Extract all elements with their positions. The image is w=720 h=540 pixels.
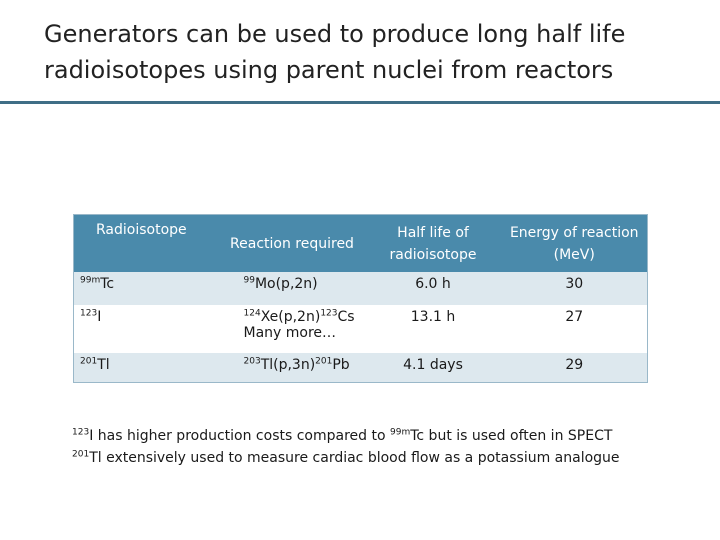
note-text: Tc but is used often in SPECT [410, 428, 613, 444]
reaction-text: Mo(p,2n) [254, 276, 318, 292]
title-divider [0, 101, 720, 104]
mass-number: 99m [390, 427, 411, 438]
table-row: 99mTc 99Mo(p,2n) 6.0 h 30 [73, 272, 648, 305]
energy-cell: 29 [501, 353, 648, 383]
mass-number: 124 [243, 308, 261, 319]
element-symbol: Tl [97, 357, 110, 373]
header-energy: Energy of reaction (MeV) [501, 214, 648, 272]
radioisotope-table: Radioisotope Reaction required Half life… [73, 214, 648, 383]
mass-number: 201 [72, 449, 90, 460]
reaction-text: Xe(p,2n) [260, 309, 321, 325]
energy-cell: 27 [501, 305, 648, 353]
energy-cell: 30 [501, 272, 648, 305]
isotope-cell: 201Tl [73, 353, 220, 383]
table-header-row: Radioisotope Reaction required Half life… [73, 214, 648, 272]
note-line-2: 201Tl extensively used to measure cardia… [72, 447, 712, 469]
mass-number: 99 [243, 275, 255, 286]
note-line-1: 123I has higher production costs compare… [72, 425, 712, 447]
reaction-cell: 99Mo(p,2n) [219, 272, 365, 305]
mass-number: 99m [80, 275, 101, 286]
reaction-cell: 203Tl(p,3n)201Pb [219, 353, 365, 383]
half-life-cell: 4.1 days [364, 353, 502, 383]
reaction-product: Pb [332, 357, 350, 373]
title-line-2: radioisotopes using parent nuclei from r… [44, 56, 614, 84]
mass-number: 123 [80, 308, 98, 319]
mass-number: 123 [72, 427, 90, 438]
reaction-note: Many more… [243, 325, 337, 341]
note-text: I has higher production costs compared t… [89, 428, 390, 444]
half-life-cell: 13.1 h [364, 305, 502, 353]
header-radioisotope: Radioisotope [73, 214, 220, 272]
half-life-cell: 6.0 h [364, 272, 502, 305]
notes: 123I has higher production costs compare… [72, 425, 712, 469]
reaction-product: Cs [337, 309, 355, 325]
element-symbol: I [97, 309, 102, 325]
title-line-1: Generators can be used to produce long h… [44, 20, 626, 48]
mass-number: 203 [243, 356, 261, 367]
mass-number: 201 [315, 356, 333, 367]
isotope-cell: 99mTc [73, 272, 220, 305]
table-row: 201Tl 203Tl(p,3n)201Pb 4.1 days 29 [73, 353, 648, 383]
slide-title: Generators can be used to produce long h… [44, 16, 694, 88]
mass-number: 123 [320, 308, 338, 319]
header-reaction: Reaction required [219, 214, 365, 272]
mass-number: 201 [80, 356, 98, 367]
note-text: Tl extensively used to measure cardiac b… [89, 450, 620, 466]
isotope-cell: 123I [73, 305, 220, 353]
header-half-life: Half life of radioisotope [364, 214, 502, 272]
element-symbol: Tc [100, 276, 115, 292]
reaction-cell: 124Xe(p,2n)123Cs Many more… [219, 305, 365, 353]
reaction-text: Tl(p,3n) [260, 357, 316, 373]
table-row: 123I 124Xe(p,2n)123Cs Many more… 13.1 h 2… [73, 305, 648, 353]
